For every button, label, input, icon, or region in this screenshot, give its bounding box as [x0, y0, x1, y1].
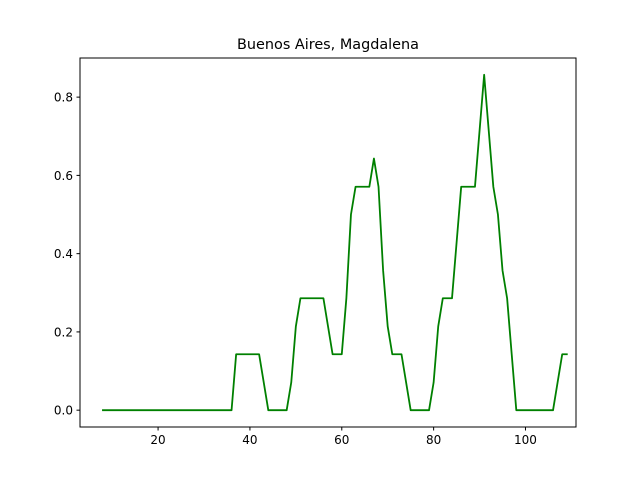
- y-tick-label: 0.6: [54, 169, 73, 183]
- plot-area: [102, 73, 568, 412]
- x-tick-label: 40: [242, 433, 257, 447]
- x-tick-label: 60: [334, 433, 349, 447]
- axes-frame: [79, 57, 577, 428]
- chart-title: Buenos Aires, Magdalena: [237, 37, 419, 53]
- x-tick-label: 80: [426, 433, 441, 447]
- y-tick-label: 0.8: [54, 91, 73, 105]
- y-tick-label: 0.0: [54, 404, 73, 418]
- y-tick-label: 0.2: [54, 325, 73, 339]
- y-tick-label: 0.4: [54, 247, 73, 261]
- y-axis: 0.0 0.2 0.4 0.6 0.8: [54, 91, 80, 418]
- series-line-0: [102, 73, 568, 412]
- x-axis: 20 40 60 80 100: [150, 427, 537, 447]
- x-tick-label: 100: [514, 433, 537, 447]
- x-tick-label: 20: [150, 433, 165, 447]
